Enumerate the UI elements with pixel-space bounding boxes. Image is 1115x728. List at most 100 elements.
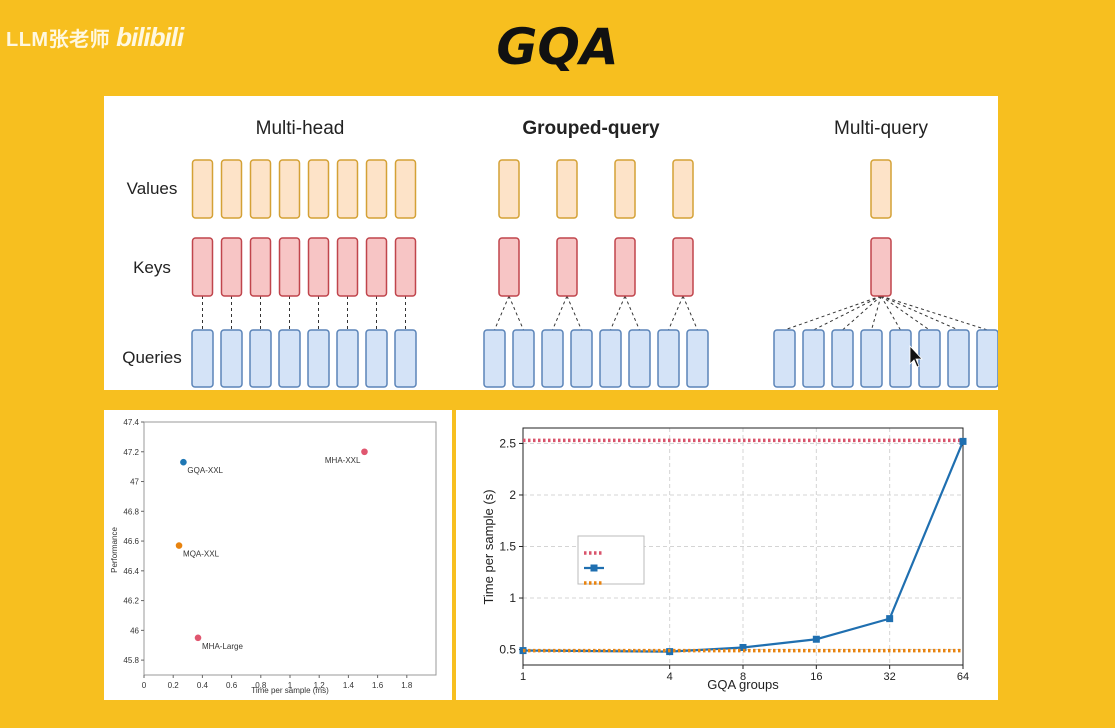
line-x-axis-label: GQA groups bbox=[707, 677, 779, 692]
query-head bbox=[249, 329, 272, 388]
value-head bbox=[336, 159, 359, 219]
query-head bbox=[628, 329, 651, 388]
scatter-y-tick-label: 45.8 bbox=[123, 656, 139, 665]
query-head bbox=[773, 329, 796, 388]
query-head bbox=[307, 329, 330, 388]
watermark-text: LLM张老师 bbox=[6, 29, 111, 51]
query-head bbox=[599, 329, 622, 388]
query-key-connector bbox=[880, 295, 959, 331]
scatter-x-tick-label: 1.2 bbox=[314, 681, 326, 690]
line-x-tick-label: 64 bbox=[957, 671, 969, 683]
query-key-connector bbox=[842, 295, 882, 331]
line-series-marker bbox=[886, 615, 894, 623]
scatter-y-tick-label: 47.4 bbox=[123, 418, 139, 427]
queries-row-label: Queries bbox=[122, 348, 182, 367]
query-head bbox=[831, 329, 854, 388]
legend-box bbox=[577, 535, 645, 585]
scatter-x-tick-label: 0.4 bbox=[197, 681, 209, 690]
scatter-y-tick-label: 46.2 bbox=[123, 597, 139, 606]
value-head bbox=[365, 159, 388, 219]
query-head bbox=[657, 329, 680, 388]
scatter-x-tick-label: 1.8 bbox=[401, 681, 413, 690]
key-head bbox=[336, 237, 359, 297]
query-head bbox=[976, 329, 999, 388]
query-head bbox=[278, 329, 301, 388]
multi-head-label: Multi-head bbox=[256, 118, 345, 139]
value-head bbox=[220, 159, 243, 219]
query-key-connector bbox=[508, 295, 524, 331]
line-y-tick-label: 2 bbox=[509, 488, 516, 502]
bilibili-logo: bilibili bbox=[116, 22, 184, 52]
grouped-query-label: Grouped-query bbox=[522, 118, 660, 139]
scatter-y-tick-label: 46.4 bbox=[123, 567, 139, 576]
legend-swatch-marker bbox=[590, 564, 598, 572]
query-key-connector bbox=[566, 295, 582, 331]
query-key-connector bbox=[610, 295, 626, 331]
key-head bbox=[278, 237, 301, 297]
scatter-x-tick-label: 0.2 bbox=[168, 681, 180, 690]
value-head bbox=[498, 159, 520, 219]
key-head bbox=[614, 237, 636, 297]
line-y-tick-label: 2.5 bbox=[499, 436, 516, 450]
query-key-connector bbox=[494, 295, 510, 331]
line-y-tick-label: 1.5 bbox=[499, 540, 516, 554]
query-head bbox=[220, 329, 243, 388]
line-y-axis-label: Time per sample (s) bbox=[481, 489, 496, 604]
query-head bbox=[394, 329, 417, 388]
value-head bbox=[556, 159, 578, 219]
key-head bbox=[249, 237, 272, 297]
line-y-tick-label: 0.5 bbox=[499, 643, 516, 657]
scatter-y-axis-label: Performance bbox=[110, 527, 119, 573]
line-x-tick-label: 16 bbox=[810, 671, 822, 683]
value-head bbox=[672, 159, 694, 219]
key-head bbox=[870, 237, 892, 297]
scatter-point-label: MHA-Large bbox=[202, 642, 243, 651]
scatter-plot-area bbox=[143, 421, 437, 676]
key-head bbox=[498, 237, 520, 297]
query-head bbox=[336, 329, 359, 388]
key-head bbox=[365, 237, 388, 297]
value-head bbox=[191, 159, 214, 219]
scatter-chart: 0 0.2 0.4 0.6 0.8 1 1.2 1.4 1.6 1.8 45.8 46 46.2 46.4… bbox=[110, 418, 437, 695]
line-x-tick-label: 1 bbox=[520, 671, 526, 683]
scatter-x-axis-label: Time per sample (ms) bbox=[251, 686, 329, 695]
page-title: GQA bbox=[496, 18, 619, 76]
watermark: LLM张老师 bilibili bbox=[6, 22, 184, 53]
key-head bbox=[394, 237, 417, 297]
scatter-x-tick-label: 0.6 bbox=[226, 681, 238, 690]
key-head bbox=[191, 237, 214, 297]
scatter-point bbox=[194, 634, 202, 642]
query-key-connector bbox=[880, 295, 930, 331]
line-x-tick-label: 32 bbox=[884, 671, 896, 683]
line-series-marker bbox=[959, 437, 967, 445]
value-head bbox=[870, 159, 892, 219]
scatter-y-tick-label: 46.6 bbox=[123, 537, 139, 546]
scatter-point bbox=[180, 458, 187, 466]
values-row-label: Values bbox=[127, 179, 178, 198]
scatter-point bbox=[175, 542, 183, 549]
scatter-x-tick-label: 0 bbox=[142, 681, 147, 690]
key-head bbox=[556, 237, 578, 297]
query-head bbox=[860, 329, 883, 388]
scatter-y-tick-label: 46.8 bbox=[123, 507, 139, 516]
line-x-tick-label: 8 bbox=[740, 671, 746, 683]
scatter-point bbox=[361, 448, 368, 456]
query-key-connector bbox=[668, 295, 684, 331]
query-key-connector bbox=[880, 295, 901, 331]
chart-legend bbox=[577, 535, 645, 585]
value-head bbox=[307, 159, 330, 219]
value-head bbox=[394, 159, 417, 219]
scatter-x-tick-label: 0.8 bbox=[255, 681, 267, 690]
query-head bbox=[512, 329, 535, 388]
query-head bbox=[365, 329, 388, 388]
query-key-connector bbox=[813, 295, 882, 331]
query-head bbox=[947, 329, 970, 388]
query-key-connector bbox=[880, 295, 988, 331]
query-head bbox=[191, 329, 214, 388]
line-chart: 1 4 8 16 32 64 0.5 1 1.5 2 2.5 GQA groups Time per… bbox=[481, 427, 969, 692]
mouse-cursor-icon bbox=[909, 344, 923, 368]
query-head bbox=[686, 329, 709, 388]
scatter-y-tick-label: 47.2 bbox=[123, 448, 139, 457]
query-head bbox=[483, 329, 506, 388]
attention-diagram-panel: Values Keys Queries Multi-head Grouped-q… bbox=[104, 96, 999, 390]
